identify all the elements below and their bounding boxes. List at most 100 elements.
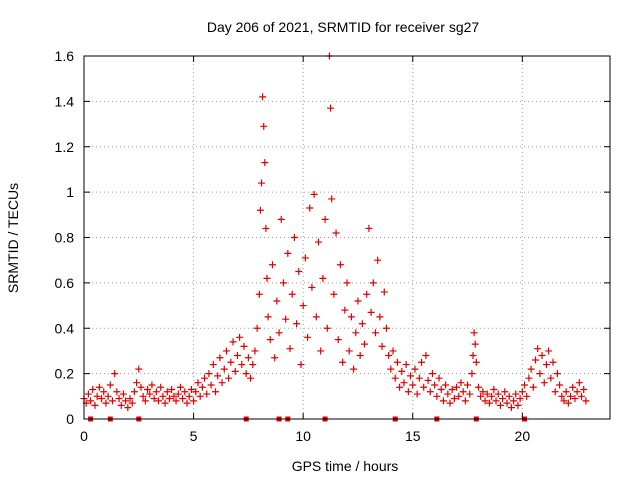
data-point [321,215,329,223]
data-point [194,379,202,387]
data-point [119,390,127,398]
data-point [472,358,480,366]
data-point [466,390,474,398]
y-tick-label: 1.4 [55,93,75,109]
data-point [315,238,323,246]
chart-title: Day 206 of 2021, SRMTID for receiver sg2… [207,19,480,35]
data-point [435,374,443,382]
x-tick-label: 15 [405,428,421,444]
data-point [389,347,397,355]
data-point [523,392,531,400]
data-point [407,372,415,380]
data-point [259,93,267,101]
data-point [317,347,325,355]
data-point [547,374,555,382]
data-point [95,383,103,391]
data-point [560,397,568,405]
data-point [205,370,213,378]
data-point [439,397,447,405]
data-point [391,374,399,382]
data-point [179,395,187,403]
data-point [203,390,211,398]
data-point [477,392,485,400]
data-point [521,381,529,389]
data-point [229,338,237,346]
data-point [582,397,590,405]
data-point [468,370,476,378]
data-point [323,324,331,332]
data-point [174,390,182,398]
data-point [538,351,546,359]
data-point [255,290,263,298]
data-point [319,274,327,282]
data-point [231,367,239,375]
data-point [534,345,542,353]
x-tick-label: 20 [515,428,531,444]
data-point [117,401,125,409]
data-point [518,388,526,396]
data-point [137,383,145,391]
data-point [225,374,233,382]
data-point [165,395,173,403]
data-point [371,329,379,337]
data-point [306,204,314,212]
data-point [84,390,92,398]
grid-lines [84,56,610,419]
data-point [575,379,583,387]
data-point [545,347,553,355]
data-point [260,122,268,130]
data-point [501,388,509,396]
data-point [387,365,395,373]
data-point [126,395,134,403]
data-point [244,354,252,362]
y-tick-label: 0 [66,411,74,427]
data-point [87,397,95,405]
data-point [220,365,228,373]
data-point [569,383,577,391]
data-point [367,308,375,316]
data-point [214,372,222,380]
data-point [286,345,294,353]
data-point [264,313,272,321]
data-point [216,354,224,362]
data-point [431,381,439,389]
data-point [238,361,246,369]
data-point [442,381,450,389]
data-point [161,399,169,407]
data-point [183,399,191,407]
data-point [168,386,176,394]
data-point [453,383,461,391]
data-point [263,274,271,282]
data-point [553,370,561,378]
data-point [529,383,537,391]
data-point [455,392,463,400]
y-tick-label: 0.2 [55,366,75,382]
data-point [262,224,270,232]
data-point [148,381,156,389]
data-point [409,381,417,389]
data-point [233,351,241,359]
data-point [556,381,564,389]
data-point [507,404,515,412]
data-point [444,390,452,398]
data-point [290,234,298,241]
data-point [531,356,539,364]
data-point [514,401,522,409]
data-point [365,224,373,232]
data-point [433,392,441,400]
data-point [163,388,171,396]
data-point [201,374,209,382]
data-point [190,397,198,405]
y-axis-label: SRMTID / TECUs [5,183,21,293]
data-point [459,388,467,396]
y-tick-label: 1.2 [55,139,75,155]
data-point [404,388,412,396]
y-tick-label: 0.8 [55,230,75,246]
x-tick-label: 0 [80,428,88,444]
data-point [288,290,296,298]
data-point [457,379,465,387]
data-point [144,386,152,394]
data-point [479,388,487,396]
data-point [310,190,318,198]
